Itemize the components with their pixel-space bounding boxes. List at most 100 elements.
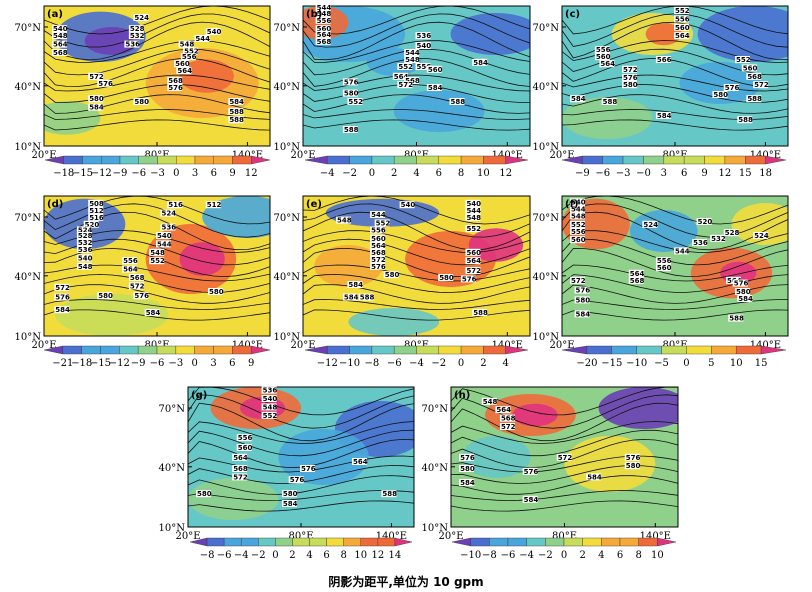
contour-label-bg — [236, 444, 252, 451]
contour-label: 524 — [643, 221, 658, 229]
contour-label: 584 — [657, 112, 672, 120]
contour-line — [562, 309, 788, 321]
contour-label-bg — [236, 434, 252, 442]
contour-label-bg — [459, 479, 475, 486]
contour-line — [188, 402, 414, 442]
colorbar-segment — [686, 345, 712, 355]
colorbar-2: −9 −6 −3 −0 3 6 9 12 15 18 — [561, 155, 787, 179]
colorbar-segment — [119, 345, 139, 355]
colorbar-segment — [343, 537, 361, 547]
contour-label: 580 — [626, 462, 641, 470]
colorbar-tick-label: 2 — [391, 168, 397, 179]
contour-label-bg — [281, 500, 297, 507]
contour-label: 588 — [360, 294, 375, 302]
colorbar-segment — [62, 345, 82, 355]
contour-label: 536 — [162, 224, 177, 232]
longitude-tick-label: 140°E — [232, 150, 263, 161]
latitude-tick-label: 10°N — [533, 332, 560, 343]
contour-label-bg — [232, 465, 248, 472]
contour-label: 536 — [78, 246, 93, 254]
colorbar-tick-label: −2 — [431, 358, 446, 369]
contour-label-bg — [674, 23, 689, 31]
contour-line — [44, 109, 270, 120]
contour-label: 560 — [596, 53, 611, 61]
colorbar-segment — [745, 155, 766, 165]
contour-label-bg — [472, 309, 488, 316]
longitude-tick-label: 20°E — [31, 340, 56, 351]
colorbar-tick-label: −3 — [616, 168, 631, 179]
contour-label-bg — [624, 462, 640, 470]
colorbar-tick-label: 0 — [173, 168, 179, 179]
contour-label-bg — [397, 63, 413, 70]
colorbar-tick-label: −18 — [53, 168, 74, 179]
colorbar-tick-label: −15 — [601, 358, 622, 369]
contour-label: 556 — [571, 228, 586, 236]
contour-line — [303, 13, 530, 48]
colorbar-segment — [258, 537, 276, 547]
contour-label: 584 — [229, 98, 244, 106]
contour-label: 580 — [89, 95, 104, 103]
contour-label-bg — [174, 60, 190, 68]
contour-label-bg — [342, 293, 358, 301]
contour-label: 580 — [209, 288, 224, 296]
contour-label: 552 — [184, 48, 199, 56]
contour-label-bg — [370, 241, 386, 249]
contour-label: 580 — [283, 490, 298, 498]
contour-label-bg — [370, 248, 386, 256]
contour-label: 552 — [675, 7, 690, 15]
contour-label-bg — [167, 77, 183, 84]
colorbar-tick-label: 0 — [683, 358, 689, 369]
contour-label-bg — [472, 58, 488, 66]
contour-label: 580 — [98, 292, 113, 300]
contour-line — [562, 203, 788, 238]
contour-label-bg — [122, 265, 138, 273]
panel-tag: (c) — [565, 9, 580, 20]
contour-label-bg — [54, 306, 70, 314]
contour-label: 588 — [382, 490, 397, 498]
colorbar-segment — [545, 537, 565, 547]
colorbar-tick-label: −2 — [342, 168, 357, 179]
contour-label-bg — [753, 232, 769, 239]
contour-label: 528 — [130, 25, 145, 33]
contour-label: 568 — [53, 49, 68, 57]
colorbar-tick-label: −2 — [538, 550, 553, 561]
contour-label-bg — [156, 240, 171, 248]
colorbar-tick-label: −9 — [575, 168, 590, 179]
contour-label-bg — [732, 279, 748, 287]
contour-label-bg — [76, 246, 92, 253]
contour-line — [303, 94, 530, 114]
contour-label: 572 — [371, 256, 386, 264]
contour-label-bg — [449, 98, 465, 105]
contour-label-bg — [52, 25, 68, 33]
contour-label-bg — [315, 16, 331, 24]
colorbar-segment — [394, 537, 413, 547]
colorbar-tick-label: 12 — [499, 168, 512, 179]
longitude-tick-label: 140°E — [232, 340, 263, 351]
colorbar-segment — [663, 155, 685, 165]
contour-line — [303, 6, 530, 35]
contour-label: 552 — [348, 98, 363, 106]
colorbar-segment — [349, 345, 373, 355]
contour-label: 540 — [207, 28, 222, 36]
contour-label-bg — [167, 201, 183, 209]
colorbar-tick-label: −9 — [113, 168, 128, 179]
colorbar-tick-label: 6 — [617, 550, 623, 561]
contour-label: 576 — [725, 84, 740, 92]
contour-label: 540 — [417, 42, 432, 50]
colorbar-tick-label: 5 — [708, 358, 714, 369]
contour-line — [303, 109, 530, 120]
colorbar-segment — [326, 537, 344, 547]
colorbar-segment — [349, 155, 373, 165]
contour-label-bg — [76, 226, 92, 234]
contour-label: 588 — [603, 98, 618, 106]
colorbar-segment — [483, 155, 506, 165]
latitude-tick-label: 40°N — [15, 272, 42, 283]
colorbar-segment — [724, 155, 746, 165]
contour-line — [303, 230, 530, 253]
colorbar-tick-label: −5 — [654, 358, 669, 369]
anomaly-blob — [598, 387, 678, 429]
contour-label: 524 — [162, 210, 177, 218]
contour-label-bg — [261, 411, 277, 419]
